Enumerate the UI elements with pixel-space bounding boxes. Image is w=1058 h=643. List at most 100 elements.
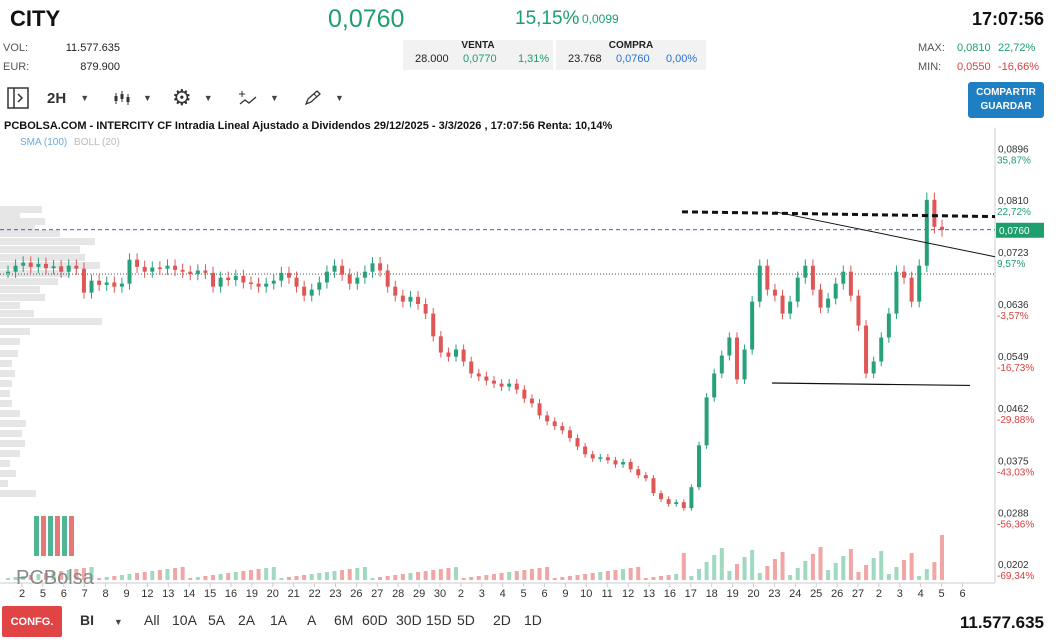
y-tick-pct: -3,57% xyxy=(997,311,1029,322)
candle-body xyxy=(902,271,907,278)
current-price-tag xyxy=(996,222,1044,238)
chart-type-select[interactable]: ▼ xyxy=(113,84,152,112)
volume-bar xyxy=(195,577,200,580)
volume-bar xyxy=(545,567,550,580)
change-percent: 15,15% xyxy=(515,8,580,29)
volume-bar xyxy=(902,560,907,580)
candle-body xyxy=(833,283,838,299)
candle-body xyxy=(150,267,155,272)
share-save-button[interactable]: COMPARTIR GUARDAR xyxy=(968,82,1044,118)
venta-box: VENTA 28.000 0,0770 1,31% xyxy=(403,40,553,70)
chevron-down-icon: ▼ xyxy=(203,93,213,103)
period-6m[interactable]: 6M xyxy=(334,612,354,628)
max-pct: 22,72% xyxy=(998,42,1036,54)
candle-body xyxy=(127,259,132,284)
volume-bar xyxy=(651,577,656,580)
interval-select[interactable]: 2H ▼ xyxy=(47,84,89,112)
volume-profile-bar xyxy=(0,224,35,231)
volume-profile-bar xyxy=(0,450,20,457)
candle-body xyxy=(324,271,329,283)
volume-bar xyxy=(742,557,747,580)
candle-body xyxy=(522,389,527,399)
period-2d[interactable]: 2D xyxy=(493,612,511,628)
volume-profile-bar xyxy=(0,278,58,285)
volume-profile-bar xyxy=(0,230,60,237)
period-a[interactable]: A xyxy=(307,612,317,628)
mode-select[interactable]: BI ▼ xyxy=(80,612,123,628)
candle-body xyxy=(484,376,489,381)
period-60d[interactable]: 60D xyxy=(362,612,388,628)
volume-bar xyxy=(666,575,671,580)
volume-bar xyxy=(894,567,899,580)
x-tick-label: 2 xyxy=(19,588,25,600)
x-tick-label: 7 xyxy=(82,588,88,600)
candle-body xyxy=(188,271,193,275)
y-tick-price: 0,0549 xyxy=(998,352,1029,363)
volume-bar xyxy=(598,572,603,580)
draw-button[interactable]: ▼ xyxy=(303,84,344,112)
volume-bar xyxy=(446,568,451,580)
current-price-label: 0,0760 xyxy=(999,226,1030,237)
candle-body xyxy=(74,265,79,269)
candle-body xyxy=(302,286,307,296)
period-all[interactable]: All xyxy=(144,612,160,628)
x-tick-label: 20 xyxy=(267,588,279,600)
candle-body xyxy=(924,199,929,266)
trendline-descending xyxy=(774,211,996,258)
volume-bar xyxy=(841,556,846,580)
period-2a[interactable]: 2A xyxy=(238,612,256,628)
candle-body xyxy=(89,280,94,293)
candle-body xyxy=(537,403,542,416)
panel-toggle-button[interactable] xyxy=(6,84,30,112)
indicators-button[interactable]: ▼ xyxy=(238,84,279,112)
change-absolute: 0,0099 xyxy=(582,12,619,26)
volume-bar xyxy=(423,571,428,580)
candle-body xyxy=(613,460,618,465)
candle-body xyxy=(681,502,686,509)
candle-body xyxy=(575,438,580,447)
candle-body xyxy=(21,262,26,266)
candle-body xyxy=(704,397,709,446)
volume-bar xyxy=(51,572,56,580)
config-button[interactable]: CONFG. xyxy=(2,606,62,637)
candle-body xyxy=(567,430,572,439)
x-tick-label: 19 xyxy=(246,588,258,600)
volume-bar xyxy=(491,574,496,580)
volume-bar xyxy=(271,567,276,580)
period-30d[interactable]: 30D xyxy=(396,612,422,628)
x-tick-label: 6 xyxy=(61,588,67,600)
candle-body xyxy=(772,289,777,296)
x-tick-label: 9 xyxy=(123,588,129,600)
y-tick-price: 0,0636 xyxy=(998,300,1029,311)
indicator-legend: SMA (100) BOLL (20) xyxy=(20,137,120,148)
period-10a[interactable]: 10A xyxy=(172,612,197,628)
x-tick-label: 14 xyxy=(183,588,195,600)
save-label: GUARDAR xyxy=(980,101,1032,112)
volume-profile-bar xyxy=(0,254,85,261)
y-tick-price: 0,0288 xyxy=(998,508,1029,519)
period-5a[interactable]: 5A xyxy=(208,612,226,628)
x-tick-label: 13 xyxy=(162,588,174,600)
period-15d[interactable]: 15D xyxy=(426,612,452,628)
compra-pct: 0,00% xyxy=(666,53,698,65)
volume-bar xyxy=(848,549,853,580)
volume-bar xyxy=(81,568,86,580)
volume-bar xyxy=(324,572,329,580)
candle-body xyxy=(765,265,770,290)
volume-bar xyxy=(712,555,717,580)
period-5d[interactable]: 5D xyxy=(457,612,475,628)
volume-bar xyxy=(810,554,815,580)
period-1d[interactable]: 1D xyxy=(524,612,542,628)
settings-button[interactable]: ⚙ ▼ xyxy=(172,84,213,112)
volume-profile-bar xyxy=(0,460,10,467)
volume-bar xyxy=(674,574,679,580)
period-1a[interactable]: 1A xyxy=(270,612,288,628)
volume-bar xyxy=(438,569,443,580)
x-tick-label: 25 xyxy=(810,588,822,600)
volume-bar xyxy=(659,576,664,580)
y-tick-price: 0,0375 xyxy=(998,456,1029,467)
candle-body xyxy=(643,475,648,479)
volume-bar xyxy=(173,568,178,580)
logo-bar xyxy=(69,516,74,556)
